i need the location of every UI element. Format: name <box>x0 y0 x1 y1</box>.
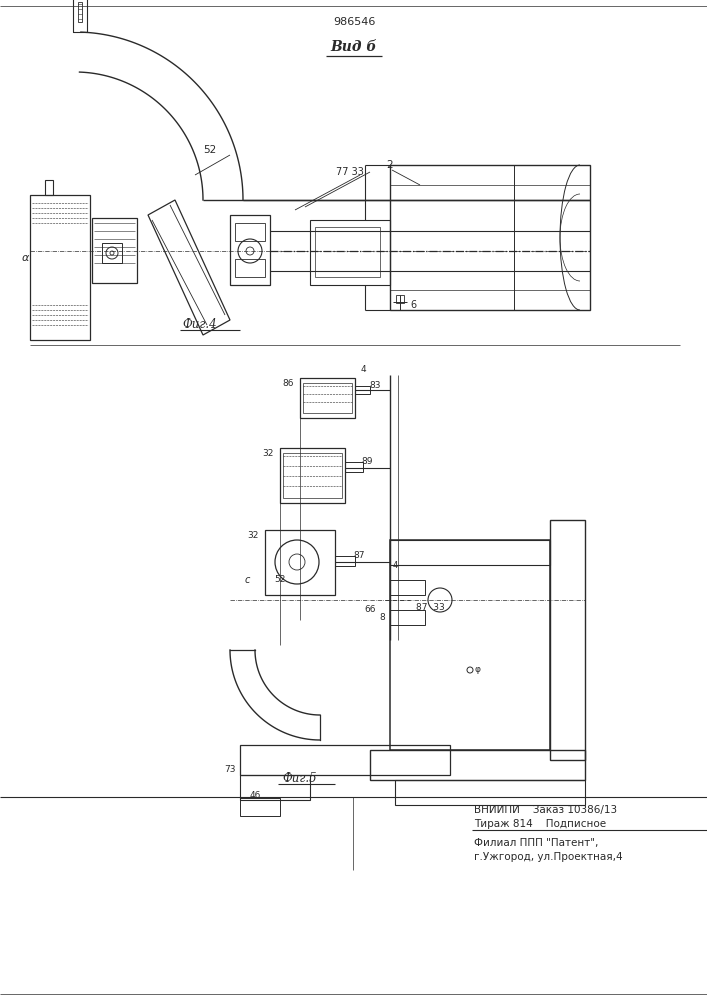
Bar <box>315 227 380 277</box>
Bar <box>390 185 590 290</box>
Bar <box>240 798 280 816</box>
Bar <box>92 218 137 283</box>
Text: ВНИИПИ    Заказ 10386/13: ВНИИПИ Заказ 10386/13 <box>474 805 617 815</box>
Text: 32: 32 <box>247 530 259 540</box>
Bar <box>74 0 87 32</box>
Text: Вид б: Вид б <box>331 40 378 54</box>
Bar <box>390 540 550 565</box>
Text: 87  33: 87 33 <box>416 603 445 612</box>
Text: Тираж 814    Подписное: Тираж 814 Подписное <box>474 819 606 829</box>
Text: 66: 66 <box>364 605 375 614</box>
Bar <box>78 2 82 22</box>
Bar <box>390 540 550 750</box>
Text: 73: 73 <box>224 766 235 774</box>
Bar <box>230 215 270 285</box>
Text: 52: 52 <box>274 576 286 584</box>
Bar <box>310 220 390 285</box>
Bar <box>550 520 585 760</box>
Text: 77 33: 77 33 <box>336 167 364 177</box>
Bar <box>280 448 345 503</box>
Bar <box>300 378 355 418</box>
Bar <box>102 243 122 263</box>
Bar <box>240 745 450 775</box>
Text: 32: 32 <box>262 448 274 458</box>
Bar <box>345 462 363 472</box>
Bar <box>335 556 355 566</box>
Bar <box>395 780 585 805</box>
Bar <box>265 530 335 595</box>
Text: 2: 2 <box>387 160 393 170</box>
Bar <box>396 295 404 303</box>
Bar <box>355 386 370 394</box>
Text: 86: 86 <box>282 378 293 387</box>
Text: φ: φ <box>475 666 481 674</box>
Text: 46: 46 <box>250 790 261 800</box>
Bar <box>235 259 265 277</box>
Text: 52: 52 <box>204 145 216 155</box>
Bar <box>303 383 352 413</box>
Text: 986546: 986546 <box>333 17 375 27</box>
Text: c: c <box>245 575 250 585</box>
Text: 4: 4 <box>392 560 397 570</box>
Text: 4: 4 <box>360 365 366 374</box>
Bar <box>30 195 90 340</box>
Text: 8: 8 <box>379 613 385 622</box>
Text: Фиг.5: Фиг.5 <box>283 772 317 784</box>
Text: 89: 89 <box>361 458 373 466</box>
Bar <box>370 750 585 780</box>
Text: α: α <box>21 253 29 263</box>
Bar <box>283 453 342 498</box>
Text: 83: 83 <box>369 381 381 390</box>
Text: Филиал ППП "Патент",: Филиал ППП "Патент", <box>474 838 598 848</box>
Bar <box>45 180 53 195</box>
Text: г.Ужгород, ул.Проектная,4: г.Ужгород, ул.Проектная,4 <box>474 852 623 862</box>
Bar <box>390 610 425 625</box>
Bar <box>235 223 265 241</box>
Text: Фиг.4: Фиг.4 <box>182 318 217 332</box>
Bar <box>390 165 590 310</box>
Text: 6: 6 <box>410 300 416 310</box>
Text: 87: 87 <box>354 552 365 560</box>
Bar <box>240 775 310 800</box>
Bar <box>390 580 425 595</box>
